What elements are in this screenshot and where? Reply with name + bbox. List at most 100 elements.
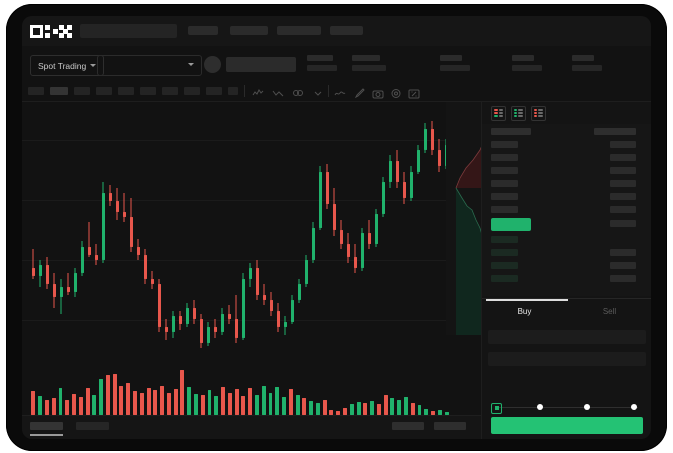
volume-bar xyxy=(431,410,436,415)
candle xyxy=(164,107,169,362)
line-chart-icon[interactable] xyxy=(334,86,346,104)
nav-item-0[interactable] xyxy=(188,26,218,35)
candle xyxy=(311,107,316,362)
candle-body xyxy=(283,321,288,327)
volume-bar xyxy=(248,388,253,415)
footer-action-1[interactable] xyxy=(434,422,466,430)
candle xyxy=(171,107,176,362)
order-field-0[interactable] xyxy=(488,330,646,344)
logo-k xyxy=(44,24,58,38)
timeframe-9[interactable] xyxy=(228,87,238,95)
volume-bar xyxy=(227,392,232,415)
candle-wick xyxy=(88,222,90,258)
candle xyxy=(374,107,379,362)
compare-icon[interactable] xyxy=(292,86,304,104)
volume-bar xyxy=(315,402,320,415)
volume-bar xyxy=(397,399,402,415)
candle xyxy=(304,107,309,362)
tab-sell[interactable]: Sell xyxy=(602,307,617,316)
chart-toolbar xyxy=(22,82,651,102)
candle-body xyxy=(423,128,428,151)
market-type-label: Spot Trading xyxy=(38,60,87,71)
timeframe-8[interactable] xyxy=(206,87,222,95)
ask-row-amount xyxy=(610,141,636,148)
stepper-step-2[interactable] xyxy=(537,404,543,410)
candle-body xyxy=(276,310,281,327)
chart-gridlines xyxy=(22,102,481,439)
ask-row-price xyxy=(491,206,518,213)
candle xyxy=(143,107,148,362)
candle xyxy=(430,107,435,362)
tab-buy[interactable]: Buy xyxy=(517,307,532,316)
candle-body xyxy=(346,243,351,258)
fullscreen-icon[interactable] xyxy=(408,86,420,104)
nav-item-3[interactable] xyxy=(330,26,363,35)
stat-3 xyxy=(512,55,542,71)
footer-tab-0[interactable] xyxy=(30,422,63,430)
chevron-down-icon[interactable] xyxy=(312,86,324,104)
indicators-icon[interactable] xyxy=(272,86,284,104)
orderbook-bids-icon[interactable] xyxy=(511,106,526,121)
candle xyxy=(150,107,155,362)
stepper-step-1-active[interactable] xyxy=(491,402,502,414)
toolbar-divider-2 xyxy=(328,85,329,97)
timeframe-4[interactable] xyxy=(118,87,134,95)
volume-bar xyxy=(51,397,56,415)
order-field-1[interactable] xyxy=(488,352,646,366)
trade-tabs: Buy Sell xyxy=(482,298,651,325)
orderbook-both-icon[interactable] xyxy=(491,106,506,121)
volume-bar xyxy=(241,395,246,415)
candle xyxy=(276,107,281,362)
candle xyxy=(283,107,288,362)
candle-body xyxy=(213,326,218,333)
stat-1 xyxy=(352,55,386,71)
timeframe-3[interactable] xyxy=(96,87,112,95)
footer-action-0[interactable] xyxy=(392,422,424,430)
volume-bar xyxy=(44,399,49,415)
candle-body xyxy=(353,257,358,268)
price-chart[interactable] xyxy=(22,102,481,439)
volume-bar xyxy=(38,395,43,415)
settings-icon[interactable] xyxy=(390,86,402,104)
volume-bar xyxy=(207,390,212,415)
stepper-step-3[interactable] xyxy=(584,404,590,410)
search-input[interactable] xyxy=(80,24,177,38)
candle-body xyxy=(192,308,197,319)
nav-item-1[interactable] xyxy=(230,26,268,35)
timeframe-0[interactable] xyxy=(28,87,44,95)
timeframe-7[interactable] xyxy=(184,87,200,95)
candle-body xyxy=(45,265,50,285)
okx-logo-icon[interactable] xyxy=(30,24,73,38)
stepper-step-4[interactable] xyxy=(631,404,637,410)
timeframe-1[interactable] xyxy=(50,87,68,95)
volume-bar xyxy=(343,407,347,415)
candle-body xyxy=(171,316,176,333)
orderbook-rows[interactable] xyxy=(482,124,651,296)
volume-bar xyxy=(85,388,90,415)
submit-order-button[interactable] xyxy=(491,417,643,434)
timeframe-6[interactable] xyxy=(162,87,178,95)
market-type-selector[interactable]: Spot Trading xyxy=(30,55,105,76)
camera-icon[interactable] xyxy=(372,86,384,104)
amount-stepper[interactable] xyxy=(491,402,643,414)
timeframe-2[interactable] xyxy=(74,87,90,95)
volume-bar xyxy=(363,402,368,415)
candle-body xyxy=(374,214,379,244)
candle xyxy=(108,107,113,362)
nav-item-2[interactable] xyxy=(277,26,321,35)
orderbook-asks-icon[interactable] xyxy=(531,106,546,121)
candle xyxy=(129,107,134,362)
candlestick-type-icon[interactable] xyxy=(252,86,264,104)
candle-body xyxy=(290,300,295,322)
candle-body xyxy=(87,246,92,255)
candle xyxy=(346,107,351,362)
candle xyxy=(52,107,57,362)
volume-bar xyxy=(444,411,449,415)
order-panel: Buy Sell xyxy=(481,102,651,439)
timeframe-5[interactable] xyxy=(140,87,156,95)
candle xyxy=(227,107,232,362)
pencil-icon[interactable] xyxy=(354,86,366,104)
footer-tab-1[interactable] xyxy=(76,422,109,430)
candle-wick xyxy=(263,284,265,306)
pair-selector[interactable] xyxy=(97,55,202,76)
